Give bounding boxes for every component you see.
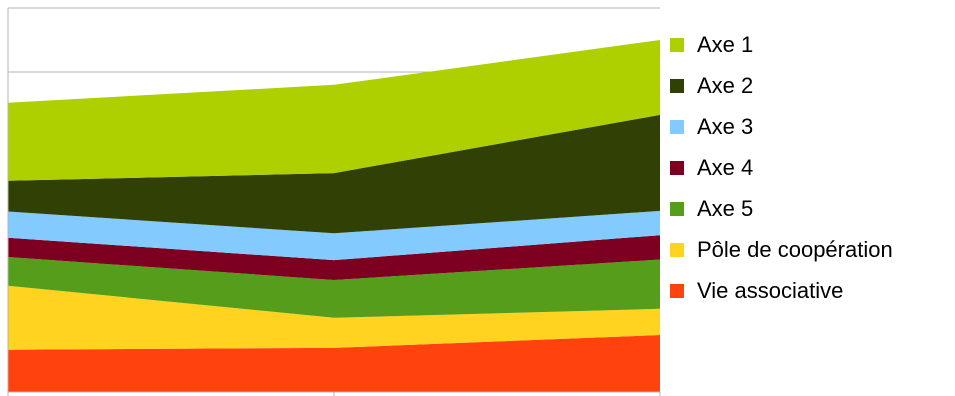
legend-label: Vie associative [697, 278, 843, 303]
area [8, 335, 660, 392]
legend-label: Pôle de coopération [697, 237, 893, 262]
area [8, 114, 660, 234]
legend-swatch [670, 120, 684, 134]
area [8, 235, 660, 280]
legend-swatch [670, 202, 684, 216]
legend-swatch [670, 161, 684, 175]
legend-swatch [670, 243, 684, 257]
area [8, 256, 660, 318]
legend-label: Axe 2 [697, 73, 753, 98]
legend-label: Axe 3 [697, 114, 753, 139]
legend-label: Axe 1 [697, 32, 753, 57]
area [8, 40, 660, 181]
legend-label: Axe 5 [697, 196, 753, 221]
area [8, 210, 660, 261]
legend-swatch [670, 79, 684, 93]
legend-swatch [670, 38, 684, 52]
legend-swatch [670, 284, 684, 298]
legend-label: Axe 4 [697, 155, 753, 180]
